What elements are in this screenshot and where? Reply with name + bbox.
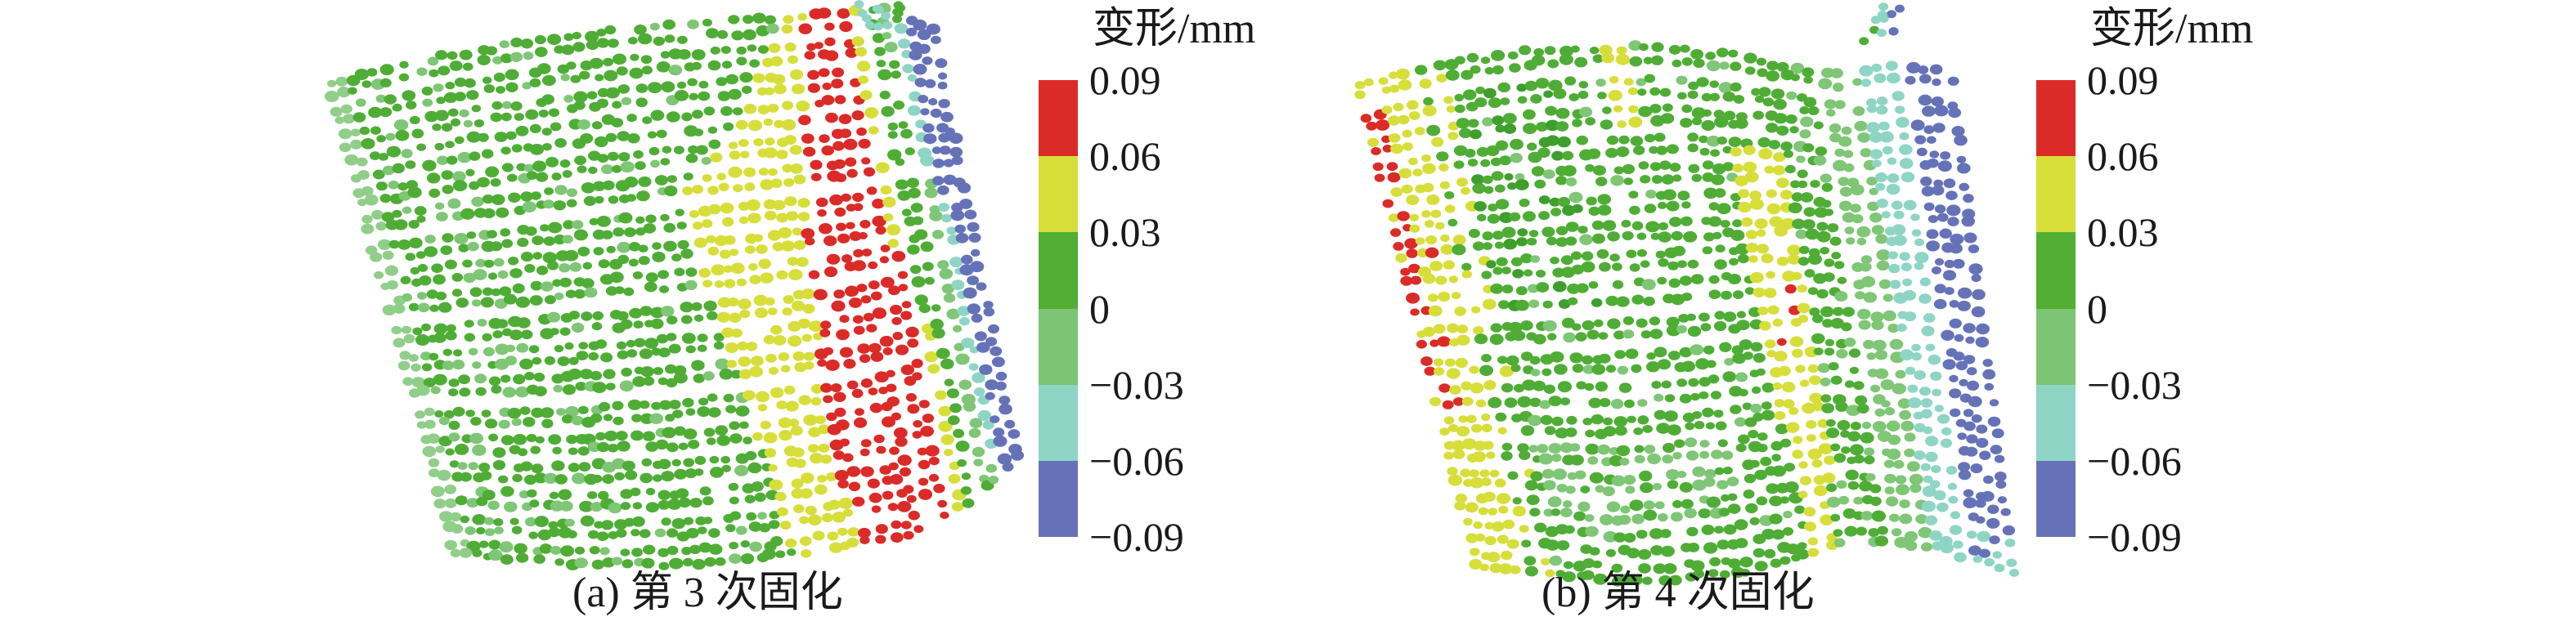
colorbar-tick-label: −0.09	[2087, 514, 2182, 560]
colorbar-segment	[1039, 308, 1078, 385]
panel-a-caption: (a) 第 3 次固化	[572, 570, 843, 616]
colorbar-tick-label: −0.06	[1089, 437, 1184, 484]
colorbar-segment	[2036, 308, 2076, 385]
colorbar-tick-label: 0	[2087, 285, 2107, 332]
colorbar-tick-label: 0.03	[2087, 209, 2159, 256]
colorbar-segment	[2036, 460, 2076, 538]
colorbar-segment	[1039, 384, 1078, 461]
colorbar-segment	[2036, 156, 2076, 233]
colorbar-segment	[1039, 232, 1078, 309]
colorbar-tick-label: 0.09	[2087, 57, 2159, 103]
colorbar-tick-label: 0.03	[1089, 209, 1161, 256]
colorbar-tick-label: −0.03	[1089, 361, 1184, 408]
colorbar-tick-label: −0.03	[2087, 361, 2182, 408]
colorbar	[1039, 80, 1078, 538]
colorbar-title: 变形/mm	[2090, 6, 2254, 52]
colorbar-title: 变形/mm	[1093, 6, 1256, 52]
colorbar	[2036, 80, 2076, 538]
colorbar-tick-label: 0.06	[2087, 133, 2159, 180]
colorbar-segment	[2036, 384, 2076, 461]
colorbar-segment	[2036, 232, 2076, 309]
colorbar-tick-label: 0.09	[1089, 57, 1161, 103]
point-cloud-panel-b	[1354, 2, 2020, 587]
colorbar-tick-label: −0.09	[1089, 514, 1184, 560]
colorbar-tick-label: 0	[1089, 285, 1110, 332]
colorbar-segment	[2036, 80, 2076, 157]
colorbar-tick-label: −0.06	[2087, 437, 2182, 484]
colorbar-segment	[1039, 460, 1078, 538]
panel-b-caption: (b) 第 4 次固化	[1542, 570, 1815, 616]
colorbar-segment	[1039, 156, 1078, 233]
colorbar-tick-label: 0.06	[1089, 133, 1161, 180]
point-cloud-panel-a	[325, 0, 1025, 570]
colorbar-segment	[1039, 80, 1078, 157]
